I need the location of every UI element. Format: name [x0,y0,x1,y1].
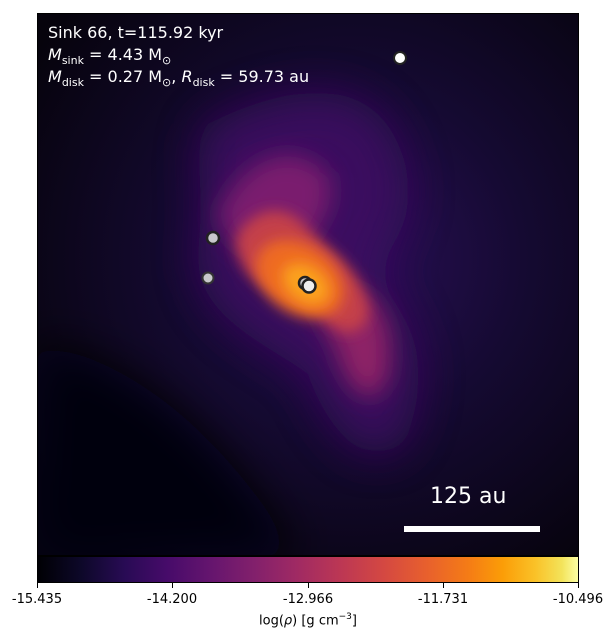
colorbar-tick-1 [172,583,173,588]
colorbar-label-end: ] [351,613,357,629]
disk-line: Mdisk = 0.27 M⊙, Rdisk = 59.73 au [48,66,309,89]
colorbar [37,556,579,583]
msink-sub: sink [61,54,84,67]
colorbar-label-exponent: −3 [338,612,352,622]
colorbar-tick-label-2: -12.966 [282,592,334,607]
colorbar-tick-label-0: -15.435 [11,592,63,607]
rdisk-sub: disk [192,76,215,89]
colorbar-tick-2 [308,583,309,588]
sink-top-right [393,51,407,65]
density-map [38,14,578,555]
colorbar-tick-label-1: -14.200 [146,592,198,607]
mdisk-value: = 0.27 M [83,67,163,86]
sink-title: Sink 66, t=115.92 kyr [48,22,223,43]
sink-left-upper [205,230,221,246]
sink-left-lower [201,271,215,285]
colorbar-tick-label-3: -11.731 [417,592,469,607]
rdisk-symbol: R [181,67,193,86]
msink-value: = 4.43 M [83,45,163,64]
sink-mass-line: Msink = 4.43 M⊙ [48,44,171,67]
msink-unit-sub: ⊙ [162,54,172,67]
colorbar-tick-0 [37,583,38,588]
scale-bar [404,526,540,532]
mdisk-symbol: M [48,67,62,86]
mdisk-unit-sub: ⊙ [162,76,172,89]
colorbar-tick-4 [578,583,579,588]
colorbar-tick-label-4: -10.496 [552,592,604,607]
disk-separator: , [171,67,182,86]
sink-title-text: Sink 66, t=115.92 kyr [48,23,224,42]
sink-central-b [301,278,317,294]
msink-symbol: M [48,45,62,64]
colorbar-label-units: ) [g cm [292,613,339,629]
colorbar-label-rho: ρ [283,613,293,629]
scale-bar-label: 125 au [430,484,507,509]
mdisk-sub: disk [61,76,84,89]
rdisk-value: = 59.73 au [214,67,310,86]
colorbar-label-prefix: log( [259,613,284,629]
density-map-panel: Sink 66, t=115.92 kyr Msink = 4.43 M⊙ Md… [37,13,579,556]
dark-void [38,344,297,555]
colorbar-label: log(ρ) [g cm−3] [259,612,357,628]
colorbar-tick-3 [443,583,444,588]
